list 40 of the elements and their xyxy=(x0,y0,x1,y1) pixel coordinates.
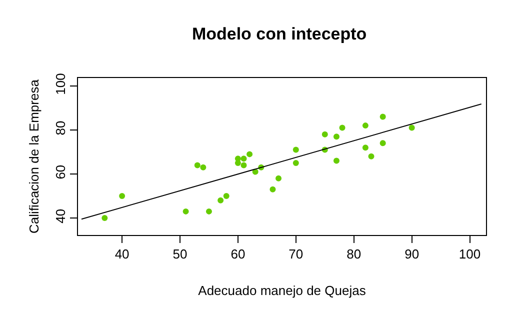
point xyxy=(270,186,276,192)
x-axis-title: Adecuado manejo de Quejas xyxy=(198,283,366,298)
chart-title: Modelo con intecepto xyxy=(192,24,367,44)
point xyxy=(322,131,328,138)
point xyxy=(194,162,200,168)
y-tick-label: 40 xyxy=(52,208,68,224)
point xyxy=(240,162,247,168)
point xyxy=(333,134,340,140)
point xyxy=(206,208,212,214)
point xyxy=(182,208,189,214)
point xyxy=(218,197,224,204)
point xyxy=(200,164,206,170)
point xyxy=(380,140,386,146)
point xyxy=(234,160,241,166)
point xyxy=(292,160,299,166)
x-tick-label: 80 xyxy=(346,246,362,262)
point xyxy=(333,158,340,164)
x-tick-label: 100 xyxy=(458,246,481,262)
x-tick-label: 40 xyxy=(114,246,130,262)
x-tick-label: 90 xyxy=(404,246,420,262)
point xyxy=(223,193,230,200)
point xyxy=(246,151,253,158)
point xyxy=(362,122,368,129)
point xyxy=(119,193,126,200)
point xyxy=(362,144,368,151)
x-tick-label: 70 xyxy=(288,246,304,262)
x-tick-label: 50 xyxy=(172,246,188,262)
point xyxy=(408,124,415,131)
y-tick-label: 80 xyxy=(52,120,68,136)
x-tick-label: 60 xyxy=(230,246,246,262)
y-axis-title: Calificacion de la Empresa xyxy=(26,78,42,234)
point xyxy=(339,124,346,131)
y-tick-label: 100 xyxy=(52,73,68,95)
point xyxy=(368,153,374,160)
point xyxy=(102,215,108,222)
point xyxy=(380,114,386,120)
y-tick-label: 60 xyxy=(52,164,68,180)
point xyxy=(276,175,282,182)
point xyxy=(240,156,247,162)
point xyxy=(292,146,299,153)
